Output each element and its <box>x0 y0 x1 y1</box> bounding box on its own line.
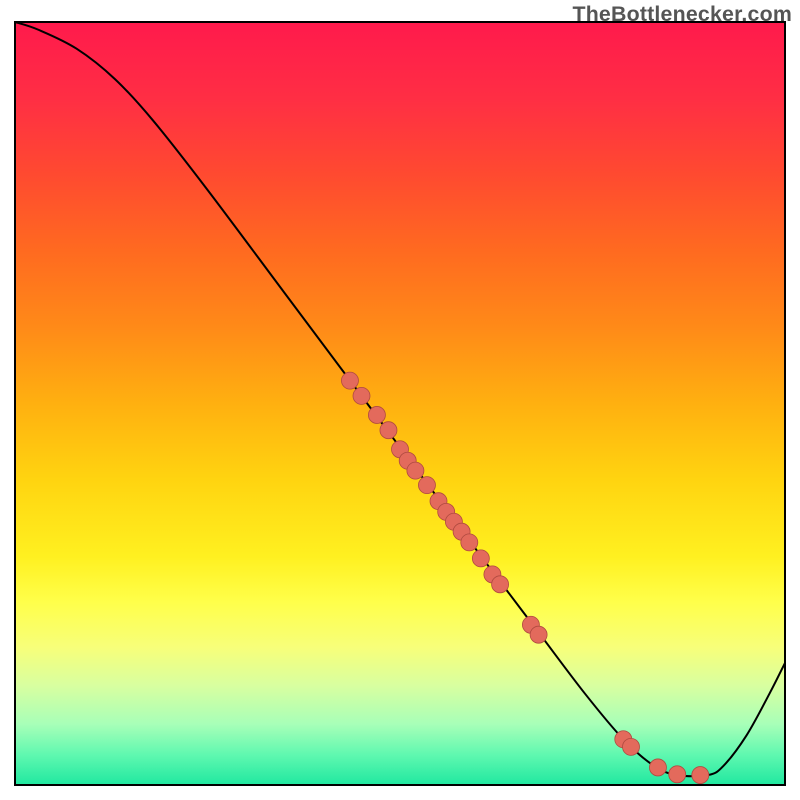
marker <box>418 477 435 494</box>
marker <box>472 550 489 567</box>
marker <box>530 626 547 643</box>
plot-background <box>15 22 785 785</box>
marker <box>353 387 370 404</box>
chart-root: { "watermark": { "text": "TheBottlenecke… <box>0 0 800 800</box>
marker <box>368 406 385 423</box>
marker <box>341 372 358 389</box>
marker <box>692 767 709 784</box>
marker <box>492 576 509 593</box>
watermark: TheBottlenecker.com <box>572 2 792 27</box>
marker <box>649 759 666 776</box>
marker <box>380 422 397 439</box>
marker <box>461 534 478 551</box>
marker <box>407 462 424 479</box>
watermark-text: TheBottlenecker.com <box>572 2 792 26</box>
chart-svg <box>0 0 800 800</box>
marker <box>669 766 686 783</box>
marker <box>623 738 640 755</box>
